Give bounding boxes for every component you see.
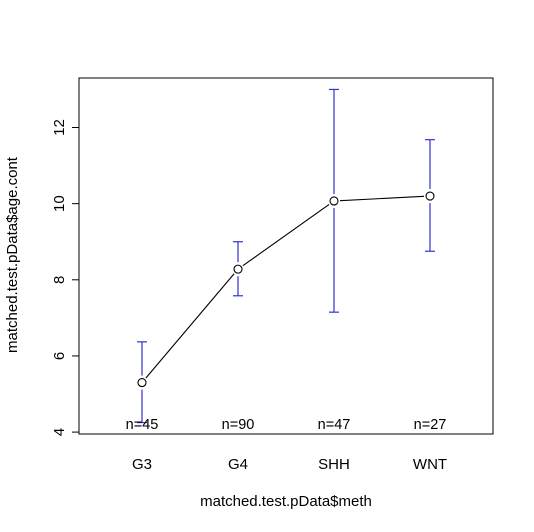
data-point [425, 191, 435, 201]
series-line-segment [242, 204, 330, 267]
error-bars [137, 88, 435, 424]
n-label: n=90 [222, 417, 255, 433]
y-axis: 4 6 8 10 12 [51, 119, 80, 436]
series-line-segment [145, 273, 235, 379]
y-tick-label: 8 [51, 276, 68, 284]
n-label: n=27 [414, 417, 447, 433]
x-tick-label: SHH [318, 456, 350, 473]
y-tick-label: 10 [51, 195, 68, 212]
x-axis-label: matched.test.pData$meth [200, 493, 372, 510]
y-tick-label: 6 [51, 352, 68, 360]
x-axis: G3 G4 SHH WNT [132, 456, 447, 473]
y-axis-label: matched.test.pData$age.cont [4, 156, 21, 353]
mean-series [137, 191, 435, 388]
x-tick-label: G3 [132, 456, 152, 473]
data-point [329, 196, 339, 206]
x-tick-label: WNT [413, 456, 447, 473]
series-line-segment [339, 195, 425, 202]
data-point [137, 378, 147, 388]
x-tick-label: G4 [228, 456, 248, 473]
n-label: n=47 [318, 417, 351, 433]
data-point [233, 264, 243, 274]
y-tick-label: 4 [51, 428, 68, 436]
n-label: n=45 [126, 417, 159, 433]
plot-frame [78, 77, 494, 435]
sample-size-labels: n=45 n=90 n=47 n=27 [126, 417, 447, 433]
y-tick-label: 12 [51, 119, 68, 136]
